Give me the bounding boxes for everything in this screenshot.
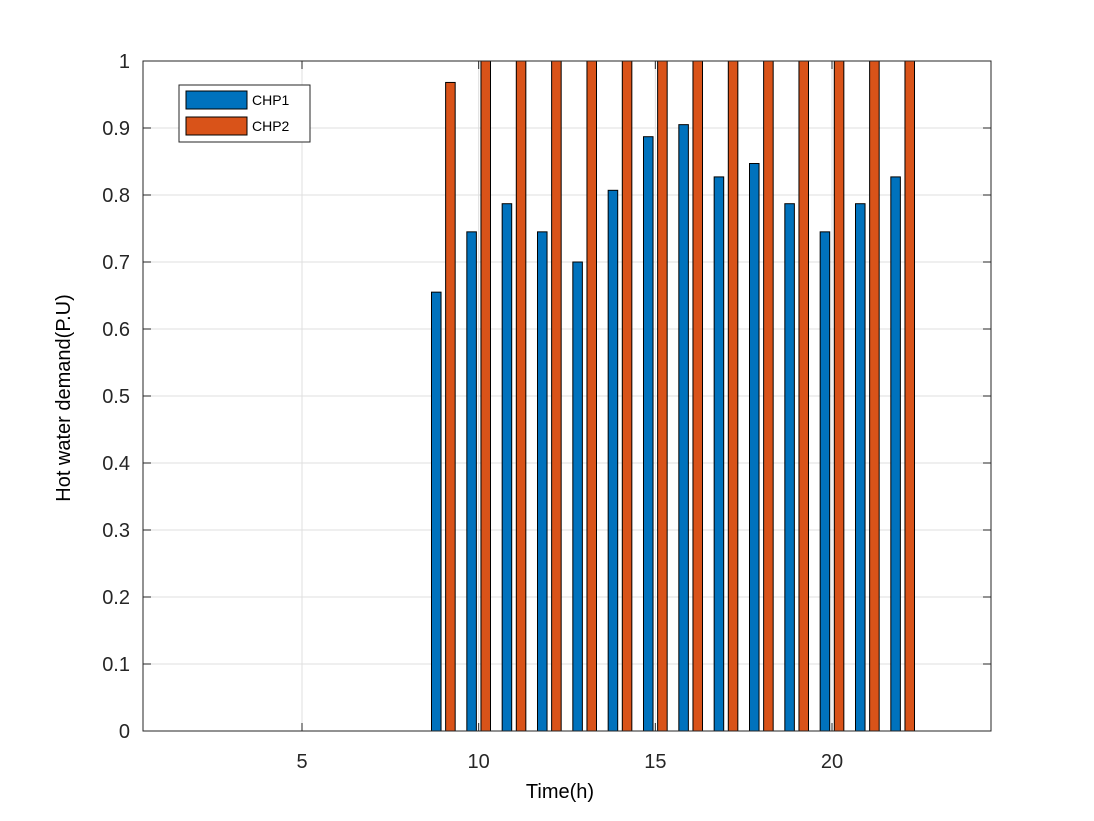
- bar-chp2-t11: [515, 60, 527, 732]
- bar-chp2-t21: [869, 60, 880, 732]
- y-tick-label: 0.5: [102, 386, 130, 408]
- legend-swatch-chp2: [185, 116, 248, 136]
- y-tick-label: 0.1: [102, 654, 130, 676]
- bar-chp2-t9: [445, 81, 456, 732]
- bar-chp1-t20: [819, 231, 831, 732]
- bar-chp1-t13: [572, 261, 583, 732]
- bar-chp1-t10: [466, 231, 477, 732]
- legend-label-chp1: CHP1: [252, 92, 290, 108]
- bar-chp1-t21: [854, 203, 866, 732]
- bar-chp1-t17: [713, 176, 725, 732]
- bar-chp2-t20: [833, 60, 845, 732]
- y-tick-label: 0: [119, 721, 130, 743]
- bar-chp2-t13: [586, 60, 598, 732]
- x-tick-label: 20: [821, 751, 843, 773]
- bar-chp1-t19: [784, 203, 795, 732]
- y-tick-label: 0.2: [102, 587, 130, 609]
- x-axis-title: Time(h): [526, 781, 594, 803]
- y-axis-ticks: 0 0.1 0.2 0.3 0.4 0.5 0.6 0.7 0.8 0.9 1: [102, 51, 991, 743]
- x-tick-label: 15: [644, 751, 666, 773]
- bar-chp1-t11: [501, 203, 513, 732]
- bar-chp2-t22: [904, 60, 916, 732]
- y-tick-label: 0.7: [102, 252, 130, 274]
- bar-chp1-t12: [536, 231, 548, 732]
- bar-chp2-t17: [727, 60, 739, 732]
- x-axis-ticks: 5 10 15 20: [296, 61, 843, 773]
- bar-chp2-t12: [551, 60, 562, 732]
- y-tick-label: 0.4: [102, 453, 130, 475]
- bar-chp2-t16: [692, 60, 704, 732]
- bar-chp2-t10: [480, 60, 492, 732]
- bar-chp2-t15: [657, 60, 668, 732]
- bar-chp2-t19: [798, 60, 810, 732]
- bar-chp1-t16: [678, 124, 689, 732]
- bar-series: [430, 60, 916, 732]
- y-axis-title: Hot water demand(P.U): [53, 294, 75, 502]
- bar-chp1-t15: [642, 136, 654, 732]
- bar-chp1-t14: [607, 189, 619, 732]
- legend: CHP1 CHP2: [178, 84, 311, 143]
- legend-label-chp2: CHP2: [252, 118, 290, 134]
- bar-chp1-t18: [748, 163, 760, 732]
- x-tick-label: 10: [468, 751, 490, 773]
- bar-chp1-t22: [890, 176, 901, 732]
- y-tick-label: 0.9: [102, 118, 130, 140]
- x-tick-label: 5: [296, 751, 307, 773]
- bar-chp1-t9: [430, 291, 442, 732]
- y-tick-label: 1: [119, 51, 130, 73]
- bar-chp2-t14: [621, 60, 633, 732]
- y-tick-label: 0.8: [102, 185, 130, 207]
- y-tick-label: 0.6: [102, 319, 130, 341]
- bar-chp2-t18: [763, 60, 774, 732]
- legend-swatch-chp1: [185, 90, 248, 110]
- y-tick-label: 0.3: [102, 520, 130, 542]
